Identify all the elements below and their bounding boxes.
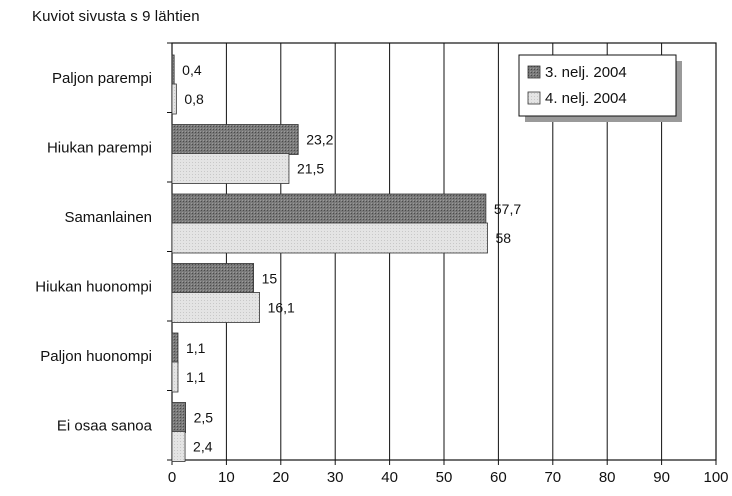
x-tick-label: 10 [218,469,235,486]
bar-q4 [171,292,260,323]
data-label: 2,5 [194,410,214,426]
legend-label: 4. nelj. 2004 [545,90,627,107]
data-label: 1,1 [186,340,206,356]
data-label: 0,8 [184,91,204,107]
data-label: 58 [496,230,512,246]
x-tick-label: 90 [653,469,670,486]
x-tick-label: 20 [272,469,289,486]
category-label: Hiukan huonompi [35,278,152,295]
x-tick-label: 100 [703,469,728,486]
category-label: Paljon parempi [52,70,152,87]
category-label: Samanlainen [64,209,152,226]
legend-swatch [527,91,541,105]
x-tick-label: 40 [381,469,398,486]
data-label: 2,4 [193,439,213,455]
bar-q4 [171,361,179,393]
category-label: Paljon huonompi [40,348,152,365]
category-label: Ei osaa sanoa [57,417,153,434]
bar-q4 [171,222,488,254]
x-tick-label: 70 [544,469,561,486]
bar-q3 [171,54,175,86]
chart-caption: Kuviot sivusta s 9 lähtien [32,8,200,25]
data-label: 16,1 [268,300,295,316]
data-label: 21,5 [297,161,324,177]
bar-q4 [171,431,186,462]
bar-q3 [171,193,487,225]
data-label: 23,2 [306,132,333,148]
bar-q3 [171,124,299,155]
bar-q4 [171,83,177,115]
x-tick-label: 0 [168,469,176,486]
data-label: 15 [262,271,278,287]
category-label: Hiukan parempi [47,139,152,156]
data-label: 0,4 [182,62,202,78]
bar-q3 [171,402,186,433]
bar-q4 [171,153,290,184]
bar-q3 [171,332,179,364]
x-tick-label: 60 [490,469,507,486]
data-label: 1,1 [186,369,206,385]
legend-label: 3. nelj. 2004 [545,64,627,81]
x-tick-label: 30 [327,469,344,486]
legend-swatch [527,65,541,79]
data-label: 57,7 [494,201,521,217]
bar-q3 [171,263,254,294]
x-tick-label: 80 [599,469,616,486]
legend-box [518,54,677,117]
x-tick-label: 50 [436,469,453,486]
